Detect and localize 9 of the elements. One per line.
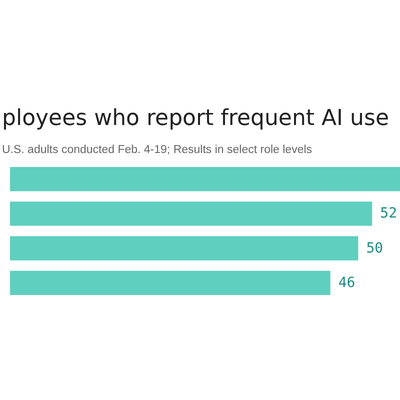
chart-subtitle: U.S. adults conducted Feb. 4-19; Results in select role levels (2, 144, 312, 156)
data-label: 52 (380, 206, 397, 222)
data-label: 46 (338, 274, 356, 291)
bar (10, 167, 400, 192)
data-label: 50 (366, 240, 384, 256)
bar (10, 236, 358, 260)
chart-title: ployees who report frequent AI use (2, 106, 389, 131)
bar (10, 202, 372, 226)
bar (10, 270, 330, 295)
